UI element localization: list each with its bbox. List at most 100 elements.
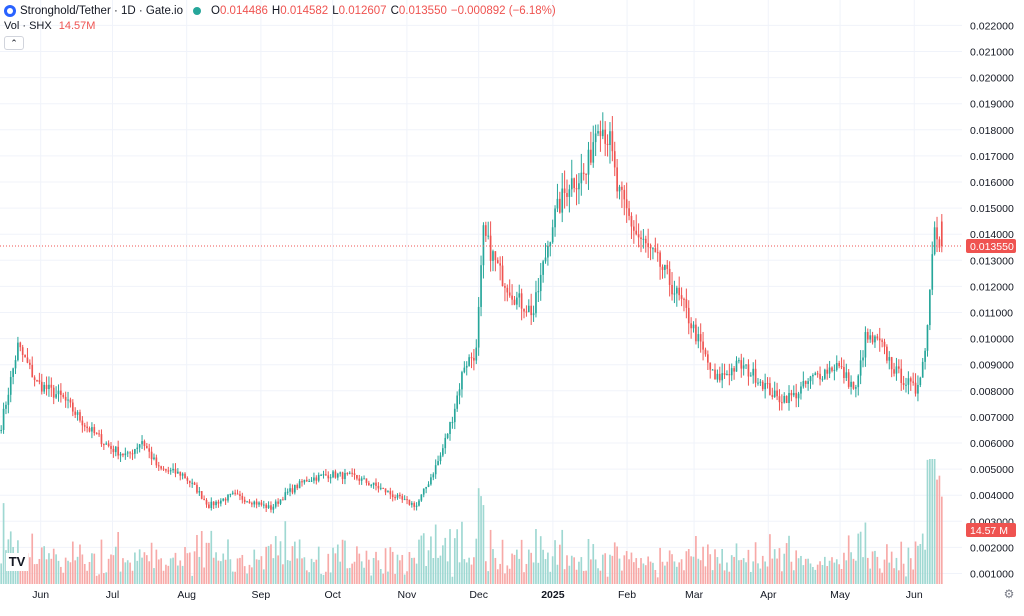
volume-bar	[496, 569, 499, 584]
volume-bar	[208, 542, 210, 584]
candle-body	[778, 396, 781, 403]
volume-bar	[346, 568, 349, 584]
candle-body	[112, 448, 115, 453]
candle-body	[229, 493, 232, 495]
volume-bar	[788, 535, 790, 584]
price-tick-label: 0.007000	[970, 412, 1014, 424]
volume-bar	[484, 561, 487, 584]
volume-bar	[594, 559, 597, 584]
candle-body	[869, 335, 872, 340]
volume-bar	[678, 562, 681, 584]
volume-bar	[379, 569, 382, 584]
candle-body	[900, 368, 903, 384]
candle-body	[160, 466, 162, 469]
candle-body	[315, 477, 318, 481]
volume-bar	[520, 539, 523, 584]
candle-body	[370, 484, 373, 486]
candle-body	[785, 395, 788, 404]
candle-body	[516, 297, 518, 305]
volume-bar	[43, 546, 46, 584]
candle-body	[513, 299, 516, 305]
candle-body	[912, 381, 914, 383]
candle-body	[599, 131, 602, 137]
volume-bar	[828, 560, 831, 584]
candle-body	[707, 354, 709, 363]
candle-body	[141, 441, 143, 445]
volume-bar	[231, 571, 234, 584]
volume-bar	[929, 459, 931, 584]
volume-badge	[966, 523, 1016, 537]
volume-bar	[322, 574, 325, 584]
price-tick-label: 0.017000	[970, 151, 1014, 163]
symbol-title[interactable]: Stronghold/Tether · 1D · Gate.io	[20, 5, 183, 17]
volume-bar	[635, 558, 638, 584]
price-tick-label: 0.022000	[970, 20, 1014, 32]
candle-body	[341, 472, 344, 480]
volume-bar	[451, 576, 454, 584]
volume-bar	[549, 571, 552, 584]
volume-bar	[320, 573, 322, 584]
candle-body	[604, 129, 607, 144]
volume-bar	[432, 558, 435, 584]
price-tick-label: 0.001000	[970, 569, 1014, 581]
candle-body	[795, 392, 798, 399]
candle-body	[484, 225, 487, 236]
volume-bar	[131, 570, 134, 584]
candle-body	[876, 336, 879, 339]
candle-body	[296, 485, 299, 489]
volume-bar	[697, 558, 700, 584]
volume-bar	[162, 570, 165, 584]
volume-bar	[716, 557, 719, 584]
candlesticks	[0, 112, 943, 514]
candle-body	[826, 369, 829, 374]
candle-body	[673, 293, 676, 295]
candle-body	[547, 245, 549, 258]
volume-bar	[704, 566, 707, 584]
tradingview-logo-icon[interactable]: TV	[6, 553, 28, 571]
chevron-up-icon[interactable]: ⌃	[4, 36, 24, 50]
volume-label: Vol · SHX	[4, 20, 52, 32]
volume-bar	[714, 549, 716, 584]
time-tick-label: Aug	[177, 589, 196, 601]
gear-icon[interactable]: ⚙	[1003, 587, 1015, 601]
candle-body	[752, 368, 755, 376]
candle-body	[339, 472, 342, 474]
volume-bar	[518, 558, 521, 584]
volume-bar	[141, 557, 143, 584]
price-axis[interactable]: 0.0010000.0020000.0030000.0040000.005000…	[970, 20, 1014, 580]
volume-bar	[394, 573, 396, 584]
candle-body	[86, 426, 88, 429]
volume-bar	[107, 558, 110, 584]
price-tick-label: 0.016000	[970, 177, 1014, 189]
candle-body	[709, 362, 712, 370]
candle-body	[294, 485, 296, 493]
candle-body	[769, 383, 771, 395]
candle-body	[148, 448, 151, 452]
candle-body	[633, 226, 635, 231]
candle-body	[855, 387, 857, 389]
coin-icon	[4, 5, 16, 17]
volume-bar	[21, 560, 24, 584]
open-label: O	[211, 5, 220, 17]
volume-badge-label: 14.57 M	[970, 525, 1008, 537]
volume-bar	[284, 521, 287, 584]
candle-body	[12, 368, 14, 377]
volume-bar	[508, 568, 511, 584]
candle-body	[697, 334, 700, 342]
candle-body	[874, 336, 876, 343]
volume-bar	[29, 557, 31, 584]
volume-bar	[726, 562, 728, 584]
volume-bar	[167, 565, 170, 584]
volume-bar	[360, 561, 363, 584]
candle-body	[926, 325, 929, 351]
time-tick-label: Oct	[325, 589, 341, 601]
candle-body	[721, 373, 724, 381]
time-axis[interactable]: Jun Jul Aug Sep Oct Nov Dec 2025 Feb Mar Apr May Jun	[32, 589, 923, 601]
last-price-label: 0.013550	[970, 241, 1014, 253]
candle-body	[609, 131, 611, 145]
candle-body	[692, 324, 695, 329]
candle-body	[114, 446, 117, 453]
volume-bar	[757, 563, 759, 584]
candle-body	[174, 468, 177, 474]
